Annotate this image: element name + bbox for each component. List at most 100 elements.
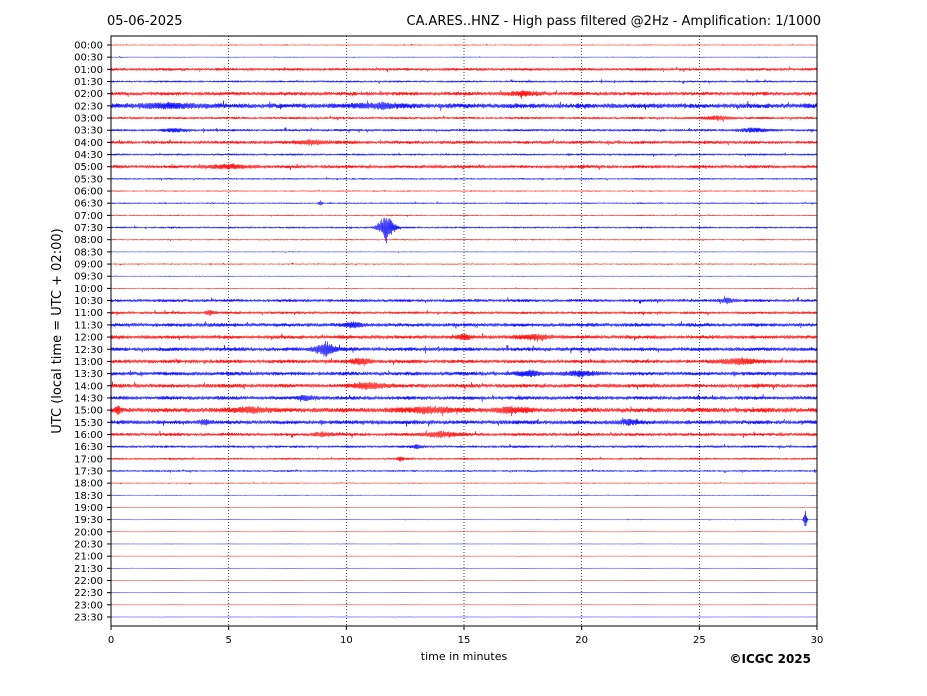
y-tick-label: 15:00 xyxy=(74,406,103,417)
y-tick-label: 17:00 xyxy=(74,454,103,465)
y-tick-label: 10:30 xyxy=(74,296,103,307)
trace-0200 xyxy=(110,90,818,99)
y-tick-label: 20:00 xyxy=(74,527,103,538)
chart-title: CA.ARES..HNZ - High pass filtered @2Hz -… xyxy=(407,14,821,29)
trace-1200 xyxy=(110,333,818,342)
y-tick-label: 14:30 xyxy=(74,393,103,404)
x-tick-label: 15 xyxy=(458,635,471,646)
y-tick-label: 00:30 xyxy=(74,53,103,64)
y-tick-label: 11:00 xyxy=(74,308,103,319)
x-tick-label: 20 xyxy=(575,635,588,646)
trace-0600 xyxy=(110,188,818,193)
trace-0900 xyxy=(110,261,818,267)
y-tick-label: 18:00 xyxy=(74,479,103,490)
y-tick-label: 14:00 xyxy=(74,381,103,392)
trace-0800 xyxy=(110,237,818,242)
y-tick-label: 01:30 xyxy=(74,77,103,88)
trace-0100 xyxy=(110,66,818,73)
x-tick-label: 25 xyxy=(693,635,706,646)
x-tick-label: 5 xyxy=(225,635,231,646)
trace-1830 xyxy=(110,493,818,497)
trace-1400 xyxy=(110,381,818,390)
y-tick-label: 23:30 xyxy=(74,612,103,623)
trace-1430 xyxy=(110,394,818,402)
vertical-grid xyxy=(228,36,700,626)
trace-0000 xyxy=(110,43,818,47)
trace-0700 xyxy=(110,213,818,218)
y-tick-label: 18:30 xyxy=(74,491,103,502)
trace-1300 xyxy=(110,357,818,367)
trace-0500 xyxy=(110,163,818,171)
y-tick-label: 03:30 xyxy=(74,126,103,137)
y-axis-label: UTC (local time = UTC + 02:00) xyxy=(50,228,65,433)
y-tick-label: 02:30 xyxy=(74,101,103,112)
y-tick-label: 22:30 xyxy=(74,588,103,599)
plot-frame xyxy=(110,35,818,627)
trace-1530 xyxy=(110,417,818,427)
trace-2000 xyxy=(110,531,818,533)
y-tick-label: 07:30 xyxy=(74,223,103,234)
trace-0030 xyxy=(110,55,818,59)
trace-0300 xyxy=(110,115,818,122)
trace-2330 xyxy=(110,616,818,618)
trace-1600 xyxy=(110,430,818,439)
trace-1700 xyxy=(110,456,818,462)
trace-1100 xyxy=(110,309,818,317)
trace-0400 xyxy=(110,138,818,146)
trace-1000 xyxy=(110,286,818,291)
trace-1330 xyxy=(110,369,818,379)
y-tick-label: 08:30 xyxy=(74,247,103,258)
trace-1800 xyxy=(110,481,818,485)
trace-0330 xyxy=(110,127,818,133)
y-tick-label: 10:00 xyxy=(74,284,103,295)
y-tick-label: 20:30 xyxy=(74,539,103,550)
y-tick-label: 23:00 xyxy=(74,600,103,611)
trace-0730 xyxy=(110,217,818,244)
trace-2230 xyxy=(110,591,818,594)
trace-0830 xyxy=(110,250,818,254)
y-tick-label: 17:30 xyxy=(74,466,103,477)
y-tick-label: 07:00 xyxy=(74,211,103,222)
y-tick-label: 06:00 xyxy=(74,187,103,198)
trace-1900 xyxy=(110,506,818,509)
trace-1730 xyxy=(110,468,818,474)
trace-1130 xyxy=(110,321,818,329)
x-axis-label: time in minutes xyxy=(421,650,508,663)
trace-2030 xyxy=(110,543,818,545)
trace-0930 xyxy=(110,274,818,278)
y-tick-label: 06:30 xyxy=(74,199,103,210)
y-tick-label: 02:00 xyxy=(74,89,103,100)
y-tick-label: 13:00 xyxy=(74,357,103,368)
y-tick-label: 08:00 xyxy=(74,235,103,246)
y-tick-label: 05:00 xyxy=(74,162,103,173)
y-tick-label: 04:30 xyxy=(74,150,103,161)
y-tick-label: 03:00 xyxy=(74,114,103,125)
trace-0230 xyxy=(110,100,818,111)
y-tick-label: 16:00 xyxy=(74,430,103,441)
copyright-label: ©ICGC 2025 xyxy=(729,652,811,666)
trace-2200 xyxy=(110,579,818,582)
y-tick-label: 09:00 xyxy=(74,260,103,271)
trace-2130 xyxy=(110,567,818,570)
y-tick-label: 12:30 xyxy=(74,345,103,356)
y-tick-label: 00:00 xyxy=(74,41,103,52)
date-label: 05-06-2025 xyxy=(107,14,183,29)
trace-1030 xyxy=(110,295,818,305)
y-tick-label: 19:30 xyxy=(74,515,103,526)
y-tick-label: 01:00 xyxy=(74,65,103,76)
y-tick-label: 13:30 xyxy=(74,369,103,380)
y-tick-label: 12:00 xyxy=(74,333,103,344)
trace-1230 xyxy=(110,340,818,357)
y-tick-label: 22:00 xyxy=(74,576,103,587)
trace-1930 xyxy=(110,511,818,527)
y-tick-label: 16:30 xyxy=(74,442,103,453)
y-tick-label: 19:00 xyxy=(74,503,103,514)
y-tick-label: 09:30 xyxy=(74,272,103,283)
trace-0130 xyxy=(110,79,818,84)
y-tick-label: 11:30 xyxy=(74,320,103,331)
trace-0430 xyxy=(110,152,818,157)
trace-0630 xyxy=(110,200,818,206)
trace-2100 xyxy=(110,555,818,557)
